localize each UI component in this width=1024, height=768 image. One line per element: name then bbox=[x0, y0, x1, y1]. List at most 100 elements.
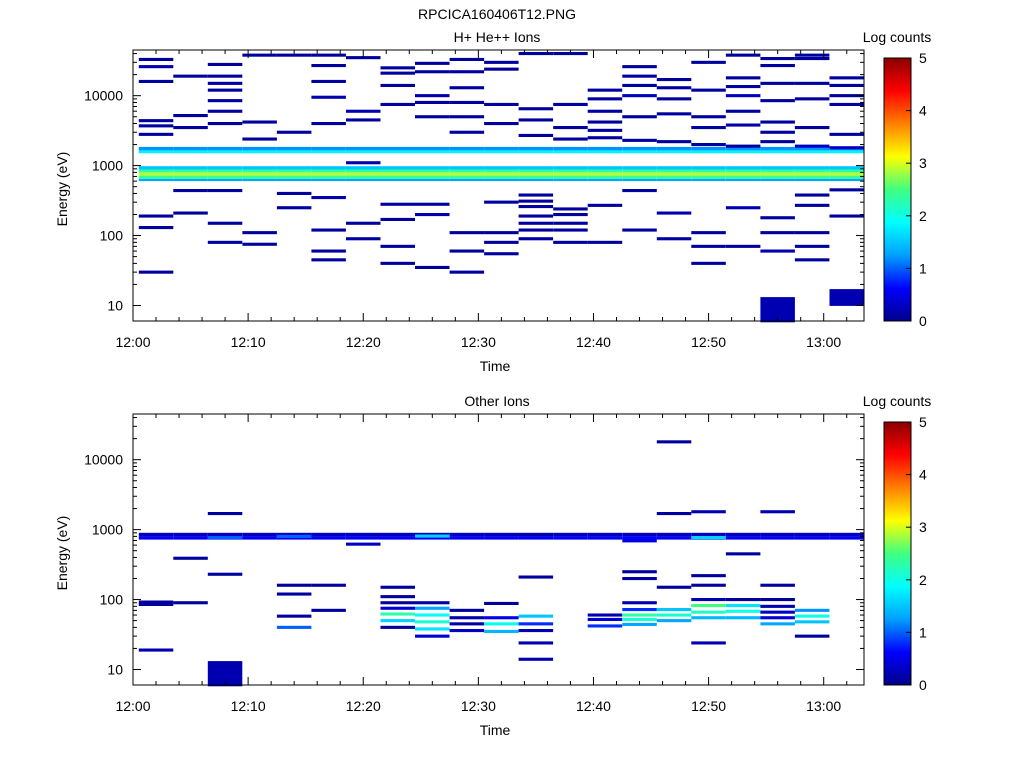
heatmap-cell bbox=[311, 95, 346, 99]
heatmap-band-cell bbox=[415, 150, 450, 154]
heatmap-cell bbox=[725, 244, 761, 248]
heatmap-band-cell bbox=[138, 178, 174, 182]
heatmap-band-cell bbox=[760, 150, 795, 154]
heatmap-cell bbox=[518, 641, 554, 645]
heatmap-cell bbox=[242, 242, 277, 246]
heatmap-cell bbox=[207, 221, 243, 225]
heatmap-cell bbox=[760, 140, 795, 144]
heatmap-cell bbox=[484, 601, 519, 605]
heatmap-cell bbox=[276, 53, 312, 57]
heatmap-cell bbox=[207, 122, 243, 126]
x-tick-label: 12:40 bbox=[576, 698, 611, 714]
heatmap-band-cell bbox=[173, 150, 208, 154]
heatmap-cell bbox=[484, 231, 519, 235]
heatmap-cell bbox=[276, 130, 312, 134]
heatmap-band-cell bbox=[173, 536, 208, 540]
heatmap-cell bbox=[415, 61, 450, 65]
heatmap-cell bbox=[587, 613, 623, 617]
heatmap-band-cell bbox=[725, 536, 761, 540]
heatmap-cell bbox=[311, 196, 346, 200]
heatmap-band-cell bbox=[173, 166, 208, 170]
heatmap-band-cell bbox=[794, 178, 830, 182]
colorbar-gradient bbox=[883, 57, 912, 322]
heatmap-cell bbox=[311, 583, 346, 587]
heatmap-band-cell bbox=[794, 146, 830, 151]
y-axis-ticks: 10 100 1000 10000 bbox=[84, 417, 864, 677]
heatmap-band-cell bbox=[449, 532, 485, 537]
heatmap-cell bbox=[415, 265, 450, 269]
heatmap-band-cell bbox=[415, 175, 450, 179]
heatmap-band-cell bbox=[794, 169, 830, 173]
heatmap-band-cell bbox=[518, 146, 554, 151]
heatmap-band-cell bbox=[484, 169, 519, 173]
panel-other-ions: Other Ions Time Energy (eV) Log counts 1… bbox=[54, 393, 931, 738]
heatmap-cell bbox=[207, 572, 243, 576]
heatmap-band-cell bbox=[518, 169, 554, 173]
heatmap-cell bbox=[587, 617, 623, 621]
heatmap-cell bbox=[207, 109, 243, 113]
heatmap-band-cell bbox=[829, 172, 864, 176]
x-axis-ticks: 12:00 12:10 12:20 12:30 12:40 12:50 13:00 bbox=[115, 50, 848, 350]
heatmap-cell bbox=[484, 200, 519, 204]
heatmap-cell bbox=[276, 534, 312, 538]
heatmap-cell bbox=[346, 118, 381, 122]
y-tick-label: 1000 bbox=[92, 158, 123, 174]
heatmap-band-cell bbox=[207, 169, 243, 173]
x-tick-label: 12:00 bbox=[115, 698, 150, 714]
heatmap-cell bbox=[794, 634, 830, 638]
heatmap-band-cell bbox=[829, 150, 864, 154]
heatmap-band-cell bbox=[242, 166, 277, 170]
heatmap-band-cell bbox=[449, 178, 485, 182]
heatmap-cell bbox=[622, 539, 657, 543]
heatmap-band-cell bbox=[691, 178, 726, 182]
heatmap-cell bbox=[622, 115, 657, 119]
heatmap-cell bbox=[622, 570, 657, 574]
heatmap-cell bbox=[691, 574, 726, 578]
heatmap-cell bbox=[346, 542, 381, 546]
heatmap-cell bbox=[449, 115, 485, 119]
heatmap-band-cell bbox=[829, 532, 864, 537]
heatmap-cell bbox=[622, 577, 657, 581]
heatmap-cell bbox=[656, 619, 692, 623]
heatmap-band-cell bbox=[587, 150, 623, 154]
heatmap-cell bbox=[380, 619, 415, 623]
heatmap-cell bbox=[518, 533, 554, 537]
heatmap-cell bbox=[829, 188, 864, 192]
heatmap-cell bbox=[484, 240, 519, 244]
heatmap-cell bbox=[415, 634, 450, 638]
heatmap-band-cell bbox=[622, 175, 657, 179]
heatmap-cell bbox=[622, 138, 657, 142]
heatmap-cell bbox=[691, 244, 726, 248]
heatmap-band-cell bbox=[622, 178, 657, 182]
heatmap-band-cell bbox=[138, 169, 174, 173]
heatmap-cell bbox=[138, 57, 174, 61]
figure-title: RPCICA160406T12.PNG bbox=[418, 6, 576, 22]
heatmap-band-cell bbox=[760, 175, 795, 179]
colorbar: 0 1 2 3 4 5 bbox=[883, 50, 927, 329]
heatmap-band-cell bbox=[415, 166, 450, 170]
heatmap-band-cell bbox=[794, 150, 830, 154]
heatmap-cell bbox=[138, 214, 174, 218]
heatmap-cell bbox=[415, 94, 450, 98]
x-axis-ticks: 12:00 12:10 12:20 12:30 12:40 12:50 13:00 bbox=[115, 414, 848, 714]
heatmap-band-cell bbox=[760, 146, 795, 151]
colorbar-label: Log counts bbox=[863, 393, 932, 409]
heatmap-cell bbox=[242, 120, 277, 124]
heatmap-band-cell bbox=[794, 166, 830, 170]
heatmap-cell bbox=[449, 231, 485, 235]
heatmap-cell bbox=[760, 249, 795, 253]
heatmap-cell bbox=[138, 119, 174, 123]
heatmap-cell bbox=[760, 583, 795, 587]
heatmap-cell bbox=[794, 193, 830, 197]
heatmap-cell bbox=[829, 102, 864, 106]
heatmap-cell bbox=[173, 211, 208, 215]
heatmap-band-cell bbox=[449, 536, 485, 540]
heatmap-cell bbox=[380, 585, 415, 589]
heatmap-cell bbox=[760, 598, 795, 602]
heatmap-cell bbox=[138, 79, 174, 83]
heatmap-cell bbox=[518, 133, 554, 137]
heatmap-cell bbox=[691, 583, 726, 587]
heatmap-cell bbox=[553, 102, 588, 106]
heatmap-band-cell bbox=[691, 175, 726, 179]
